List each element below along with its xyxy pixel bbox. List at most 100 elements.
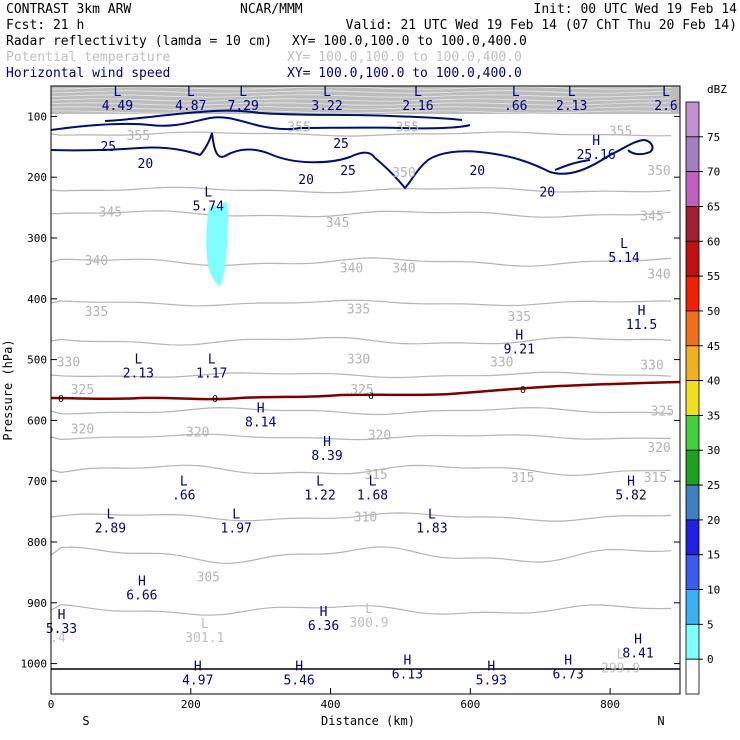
extremum-value: 6.73 <box>553 668 584 683</box>
wind-labels: 25 20 25 25 20 20 20 <box>100 137 555 201</box>
colorbar-swatch <box>685 519 700 556</box>
extremum-marker: L <box>106 508 114 523</box>
extremum-marker: H <box>592 134 600 149</box>
extremum-value: 1.97 <box>221 522 252 537</box>
theta-contour-line <box>50 210 672 218</box>
theta-contour-label: 330 <box>57 356 80 371</box>
theta-contour-label: 335 <box>508 310 531 325</box>
extremum-value: 1.83 <box>416 522 447 537</box>
colorbar-swatch <box>685 484 700 521</box>
extremum-value: 2.6 <box>654 99 677 114</box>
extremum-value: 301.1 <box>185 631 224 646</box>
theta-contour-label: 335 <box>347 303 370 318</box>
wind-contour-label: 25 <box>333 137 349 152</box>
theta-contour-label: 355 <box>609 125 632 140</box>
reflectivity-echo <box>206 202 228 287</box>
colorbar-swatch <box>685 415 700 451</box>
extremum-marker: L <box>201 617 209 632</box>
x-axis-start-label: S <box>82 714 89 728</box>
colorbar-label: 15 <box>707 549 720 562</box>
extremum-value: 5.14 <box>608 251 639 266</box>
upper-theta-line <box>50 98 672 102</box>
theta-contour-label: 315 <box>364 468 387 483</box>
theta-contour-label: 350 <box>647 164 670 179</box>
colorbar-label: 5 <box>707 618 714 631</box>
y-tick-label: 400 <box>27 293 47 306</box>
upper-theta-line <box>50 94 672 98</box>
theta-contour-line <box>50 603 672 616</box>
theta-contour-line <box>50 299 671 307</box>
extremum-marker: L <box>414 85 422 100</box>
colorbar-label: 50 <box>707 305 720 318</box>
wind-contour-label: 20 <box>539 185 555 200</box>
colorbar-swatch <box>685 101 700 138</box>
theta-contour-label: 325 <box>350 383 373 398</box>
zero-line <box>50 380 681 401</box>
theta-contour-label: 320 <box>186 426 209 441</box>
zero-line-labels: 0 0 0 0 <box>58 385 526 405</box>
extremum-marker: H <box>638 304 646 319</box>
upper-theta-line <box>50 90 672 94</box>
theta-contour-label: 355 <box>396 120 419 135</box>
wind-20-contour <box>50 132 654 190</box>
colorbar-label: 60 <box>707 235 720 248</box>
extremum-marker: H <box>257 401 265 416</box>
extremum-value: 11.5 <box>626 318 657 333</box>
extremum-marker: L <box>316 474 324 489</box>
y-tick-label: 300 <box>27 232 47 245</box>
theta-contour-line <box>50 407 672 416</box>
extremum-value: 4.49 <box>102 99 133 114</box>
header-valid: Valid: 21 UTC Wed 19 Feb 14 (07 ChT Thu … <box>346 18 737 33</box>
extrema-labels: L301.1L300.9L299.9.4L4.49L4.87L7.29L3.22… <box>46 85 678 689</box>
theta-contour-label: 330 <box>490 356 513 371</box>
extremum-value: 1.22 <box>304 488 335 503</box>
extremum-marker: L <box>620 237 628 252</box>
header-center: NCAR/MMM <box>240 2 303 17</box>
extremum-value: 6.13 <box>392 668 423 683</box>
extremum-marker: H <box>564 654 572 669</box>
extremum-value: 6.66 <box>126 589 157 604</box>
theta-contour-label: 345 <box>326 216 349 231</box>
extremum-marker: H <box>404 654 412 669</box>
theta-contour-label: 320 <box>71 423 94 438</box>
colorbar-swatch <box>685 136 700 173</box>
extremum-marker: L <box>239 85 247 100</box>
colorbar-swatch <box>685 623 700 660</box>
colorbar-label: 20 <box>707 514 720 527</box>
theta-contour-label: 315 <box>511 471 534 486</box>
colorbar-swatch <box>685 206 700 242</box>
theta-contour-label: 325 <box>71 383 94 398</box>
extremum-value: 2.89 <box>95 522 126 537</box>
extremum-value: .66 <box>504 99 527 114</box>
colorbar-label: 30 <box>707 444 720 457</box>
theta-contour-label: 355 <box>287 120 310 135</box>
colorbar-label: 70 <box>707 166 720 179</box>
zero-label: 0 <box>368 391 374 402</box>
colorbar-label: 40 <box>707 375 720 388</box>
header: CONTRAST 3km ARW NCAR/MMM Init: 00 UTC W… <box>6 2 737 81</box>
header-init: Init: 00 UTC Wed 19 Feb 14 <box>534 2 738 17</box>
extremum-value: 1.17 <box>196 367 227 382</box>
extremum-marker: H <box>634 632 642 647</box>
wind-contour-label: 20 <box>298 173 314 188</box>
extremum-value: 5.93 <box>476 674 507 689</box>
y-tick-label: 100 <box>27 110 47 123</box>
extremum-value: 5.82 <box>615 488 646 503</box>
x-tick-label: 600 <box>460 698 480 711</box>
header-title: CONTRAST 3km ARW <box>6 2 131 17</box>
theta-contour-label: 325 <box>651 404 674 419</box>
extremum-value: 5.74 <box>193 199 224 214</box>
extremum-marker: L <box>323 85 331 100</box>
wind-contour-label: 25 <box>100 140 116 155</box>
wind-contours <box>50 109 654 190</box>
wind-contour-label: 25 <box>340 164 356 179</box>
field-1-name: Radar reflectivity (lamda = 10 cm) <box>6 34 272 49</box>
colorbar: 0 5 10 15 20 25 30 35 40 45 50 55 60 65 70 75 <box>685 101 720 695</box>
extremum-marker: L <box>428 508 436 523</box>
theta-contour-label: 340 <box>647 267 670 282</box>
colorbar-swatch <box>685 310 700 347</box>
theta-contour-label: 340 <box>85 254 108 269</box>
theta-contour-line <box>50 433 672 441</box>
theta-contour-line <box>50 131 672 137</box>
colorbar-label: 10 <box>707 584 720 597</box>
